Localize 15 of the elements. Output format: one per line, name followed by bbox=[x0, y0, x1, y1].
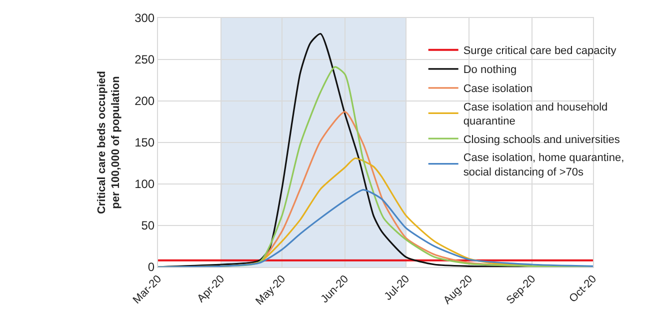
legend-label: Do nothing bbox=[463, 64, 517, 76]
y-tick-label: 50 bbox=[141, 218, 155, 233]
y-tick-label: 100 bbox=[134, 177, 155, 192]
y-tick-label: 200 bbox=[134, 94, 155, 108]
legend-label: Case isolation, home quarantine, social distancing of >70s bbox=[463, 152, 624, 178]
line-series bbox=[158, 189, 593, 267]
y-tick-label: 300 bbox=[134, 11, 155, 26]
y-tick-label: 150 bbox=[134, 136, 155, 150]
legend-label: Case isolation and household quarantine bbox=[463, 101, 608, 128]
legend-label: Surge critical care bed capacity bbox=[463, 45, 617, 58]
y-tick-label: 250 bbox=[134, 52, 155, 67]
y-axis-title: Critical care beds occupied per 100,000 of population bbox=[96, 70, 122, 214]
legend-label: Closing schools and universities bbox=[463, 134, 620, 146]
legend-label: Case isolation bbox=[463, 83, 532, 96]
y-tick-label: 0 bbox=[148, 260, 155, 274]
